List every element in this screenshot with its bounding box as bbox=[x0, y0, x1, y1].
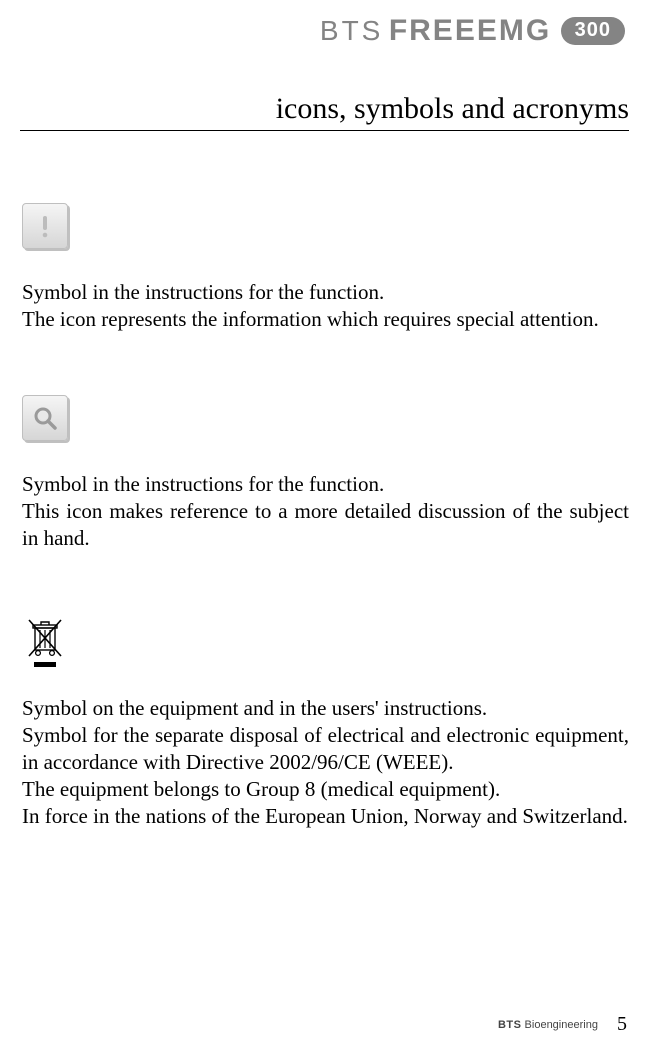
weee-icon bbox=[22, 613, 68, 671]
weee-description: Symbol on the equipment and in the users… bbox=[22, 695, 629, 829]
brand-bts: BTS bbox=[320, 15, 383, 46]
attention-icon bbox=[22, 203, 68, 249]
brand-model-pill: 300 bbox=[561, 17, 625, 45]
reference-description: Symbol in the instructions for the funct… bbox=[22, 471, 629, 552]
footer-brand-rest: Bioengineering bbox=[525, 1019, 598, 1031]
icon-block-weee: Symbol on the equipment and in the users… bbox=[22, 613, 629, 829]
page-footer: BTS Bioengineering 5 bbox=[498, 1013, 627, 1036]
page-number: 5 bbox=[617, 1013, 627, 1035]
icon-block-reference: Symbol in the instructions for the funct… bbox=[22, 395, 629, 552]
footer-brand-bold: BTS bbox=[498, 1019, 522, 1031]
content-area: Symbol in the instructions for the funct… bbox=[20, 203, 631, 830]
brand-header: BTS FREEEMG 300 bbox=[20, 14, 625, 48]
section-title: icons, symbols and acronyms bbox=[20, 92, 629, 131]
brand-product: FREEEMG bbox=[389, 14, 551, 47]
brand-model: 300 bbox=[575, 19, 611, 41]
reference-icon bbox=[22, 395, 68, 441]
icon-block-attention: Symbol in the instructions for the funct… bbox=[22, 203, 629, 333]
document-page: BTS FREEEMG 300 icons, symbols and acron… bbox=[0, 0, 651, 1058]
attention-description: Symbol in the instructions for the funct… bbox=[22, 279, 629, 333]
